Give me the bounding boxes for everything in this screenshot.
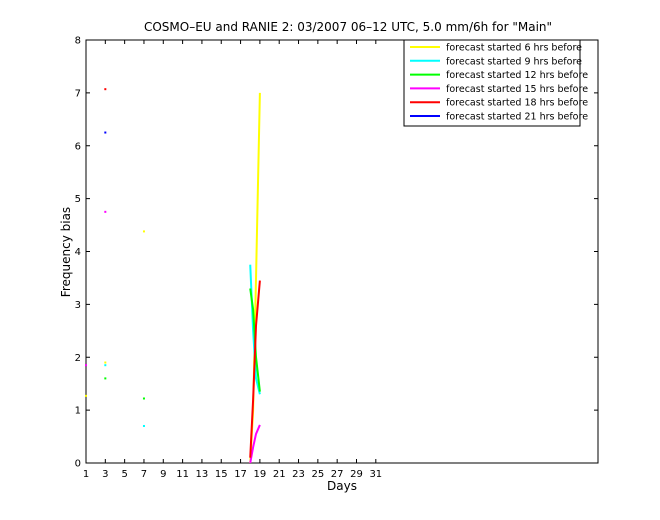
y-tick-label: 1: [75, 406, 81, 417]
y-tick-label: 3: [75, 300, 81, 311]
legend-box: [403, 39, 581, 127]
y-tick-label: 6: [75, 141, 81, 152]
legend: forecast started 6 hrs before forecast st…: [403, 39, 588, 127]
data-point: [104, 210, 107, 213]
y-axis-label: Frequency bias: [59, 207, 73, 297]
x-tick-label: 3: [102, 469, 108, 480]
y-tick-label: 2: [75, 353, 81, 364]
data-point: [104, 361, 107, 364]
x-tick-label: 9: [160, 469, 166, 480]
series-layer: [85, 88, 261, 464]
x-tick-label: 5: [121, 469, 127, 480]
series-line: [249, 288, 261, 392]
x-tick-label: 27: [331, 469, 344, 480]
x-tick-label: 25: [311, 469, 324, 480]
x-tick-label: 19: [254, 469, 267, 480]
data-point: [104, 364, 107, 367]
x-tick-label: 21: [273, 469, 286, 480]
y-tick-label: 7: [75, 88, 81, 99]
x-tick-label: 7: [141, 469, 147, 480]
x-tick-label: 11: [176, 469, 189, 480]
data-point: [104, 377, 107, 380]
x-tick-label: 29: [350, 469, 363, 480]
series-2: [104, 288, 261, 400]
y-axis: 0 1 2 3 4 5 6 7 8: [75, 36, 598, 470]
chart-title: COSMO–EU and RANIE 2: 03/2007 06–12 UTC,…: [144, 20, 552, 34]
data-point: [142, 230, 145, 233]
x-tick-label: 15: [215, 469, 228, 480]
series-line: [249, 424, 261, 464]
data-point: [104, 131, 107, 134]
legend-label: forecast started 12 hrs before: [446, 70, 588, 81]
y-tick-label: 4: [75, 247, 81, 258]
legend-label: forecast started 6 hrs before: [446, 43, 582, 54]
series-3: [85, 210, 261, 464]
data-point: [142, 424, 145, 427]
y-tick-label: 5: [75, 194, 81, 205]
series-line: [249, 280, 261, 458]
data-point: [104, 88, 107, 91]
data-point: [85, 364, 87, 367]
legend-label: forecast started 18 hrs before: [446, 98, 588, 109]
data-point: [85, 394, 87, 397]
x-axis: 1 3 5 7 9 11 13 15 17 19 21 23 25 27 29 31: [83, 40, 382, 480]
legend-label: forecast started 9 hrs before: [446, 56, 582, 67]
data-point: [142, 397, 145, 400]
x-tick-label: 31: [369, 469, 382, 480]
y-tick-label: 0: [75, 459, 81, 470]
x-tick-label: 13: [196, 469, 209, 480]
series-4: [104, 88, 261, 458]
series-5: [104, 131, 107, 134]
legend-label: forecast started 15 hrs before: [446, 84, 588, 95]
x-axis-label: Days: [327, 479, 357, 493]
y-tick-label: 8: [75, 36, 81, 47]
legend-label: forecast started 21 hrs before: [446, 112, 588, 123]
x-tick-label: 1: [83, 469, 89, 480]
x-tick-label: 23: [292, 469, 305, 480]
x-tick-label: 17: [234, 469, 247, 480]
